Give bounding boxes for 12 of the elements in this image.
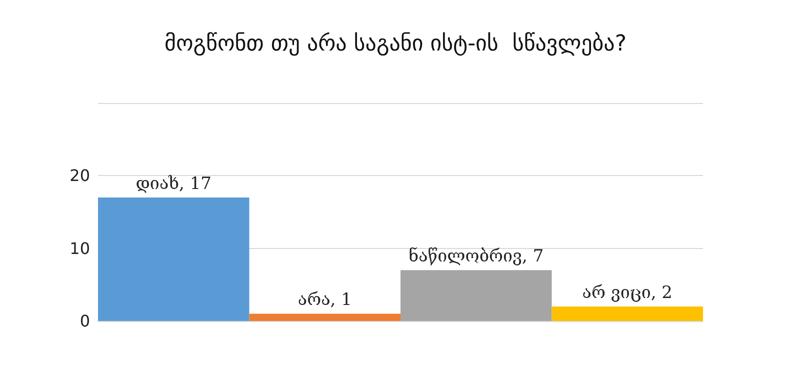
y-tick-label: 10: [70, 238, 90, 258]
bar: [249, 314, 400, 321]
data-label: არ ვიცი, 2: [582, 282, 672, 303]
data-label: ნაწილობრივ, 7: [408, 246, 544, 267]
bar: [552, 306, 703, 321]
bar: [98, 197, 250, 321]
data-label: დიახ, 17: [136, 174, 212, 194]
bar: [400, 270, 552, 321]
y-tick-label: 0: [80, 312, 90, 330]
data-label: არა, 1: [298, 290, 352, 310]
chart-title: მოგწონთ თუ არა საგანი ისტ-ის სწავლება?: [164, 32, 627, 56]
y-tick-label: 20: [70, 166, 90, 186]
